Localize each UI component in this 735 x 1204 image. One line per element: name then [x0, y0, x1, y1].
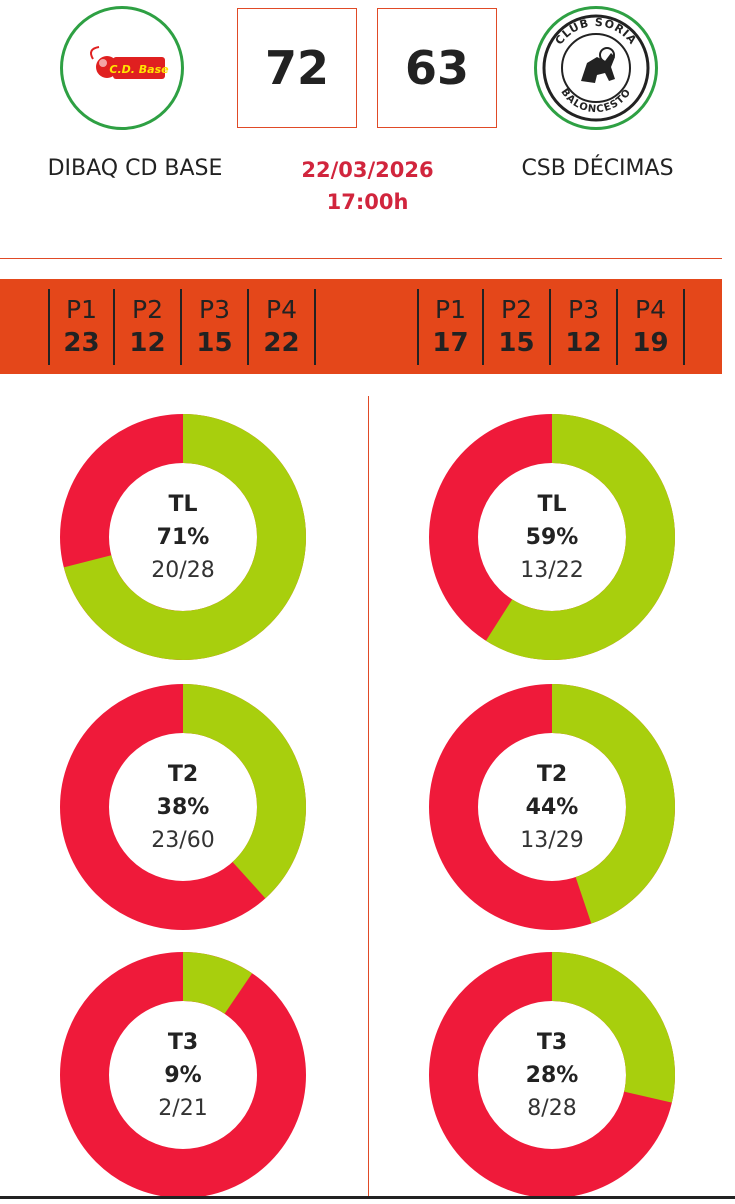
quarter-label: P1: [435, 295, 466, 324]
header-divider: [0, 258, 722, 259]
made-segment: [60, 952, 306, 1198]
home-quarter-4: P4 22: [249, 289, 316, 365]
away-quarters: P1 17 P2 15 P3 12 P4 19: [417, 289, 685, 365]
quarter-value: 15: [498, 328, 535, 358]
quarter-value: 12: [129, 328, 166, 358]
svg-text:C.D. Base: C.D. Base: [109, 63, 169, 76]
quarter-label: P2: [132, 295, 163, 324]
quarter-label: P4: [635, 295, 666, 324]
home-quarter-2: P2 12: [115, 289, 182, 365]
quarter-label: P1: [66, 295, 97, 324]
home-score: 72: [237, 8, 357, 128]
away-t2-ring: [429, 684, 675, 930]
match-time: 17:00h: [326, 190, 409, 214]
cd-base-logo-icon: C.D. Base: [90, 46, 169, 79]
away-tl-ring: [429, 414, 675, 660]
column-divider: [368, 396, 369, 1199]
away-score: 63: [377, 8, 497, 128]
made-segment: [429, 684, 675, 930]
made-segment: [60, 684, 306, 930]
quarter-value: 12: [565, 328, 602, 358]
quarter-label: P3: [568, 295, 599, 324]
quarter-value: 19: [632, 328, 669, 358]
club-soria-logo-icon: CLUB SORIA BALONCESTO: [542, 14, 650, 122]
away-team-logo[interactable]: CLUB SORIA BALONCESTO: [534, 6, 658, 130]
home-t2-ring: [60, 684, 306, 930]
quarters-band: P1 23 P2 12 P3 15 P4 22 P1 17 P2 15 P3 1…: [0, 279, 722, 374]
away-t3-ring: [429, 952, 675, 1198]
quarter-label: P3: [199, 295, 230, 324]
home-tl-ring: [60, 414, 306, 660]
away-quarter-4: P4 19: [618, 289, 685, 365]
home-t2-donut: T2 38% 23/60: [58, 682, 308, 932]
away-quarter-3: P3 12: [551, 289, 618, 365]
home-team-logo[interactable]: C.D. Base: [60, 6, 184, 130]
away-t3-donut: T3 28% 8/28: [427, 950, 677, 1200]
made-segment: [60, 414, 306, 660]
quarter-label: P2: [501, 295, 532, 324]
home-quarter-3: P3 15: [182, 289, 249, 365]
home-t3-ring: [60, 952, 306, 1198]
away-tl-donut: TL 59% 13/22: [427, 412, 677, 662]
made-segment: [429, 952, 675, 1198]
home-team-name: DIBAQ CD BASE: [47, 156, 223, 181]
home-tl-donut: TL 71% 20/28: [58, 412, 308, 662]
home-t3-donut: T3 9% 2/21: [58, 950, 308, 1200]
quarter-label: P4: [266, 295, 297, 324]
quarter-value: 23: [63, 328, 100, 358]
quarter-value: 17: [432, 328, 469, 358]
home-quarters: P1 23 P2 12 P3 15 P4 22: [48, 289, 316, 365]
away-quarter-2: P2 15: [484, 289, 551, 365]
quarter-value: 22: [263, 328, 300, 358]
quarter-value: 15: [196, 328, 233, 358]
away-quarter-1: P1 17: [417, 289, 484, 365]
missed-segment: [60, 952, 306, 1198]
away-t2-donut: T2 44% 13/29: [427, 682, 677, 932]
match-date: 22/03/2026: [301, 158, 434, 182]
away-team-name: CSB DÉCIMAS: [521, 156, 674, 181]
home-quarter-1: P1 23: [48, 289, 115, 365]
bottom-border: [0, 1196, 735, 1199]
made-segment: [429, 414, 675, 660]
